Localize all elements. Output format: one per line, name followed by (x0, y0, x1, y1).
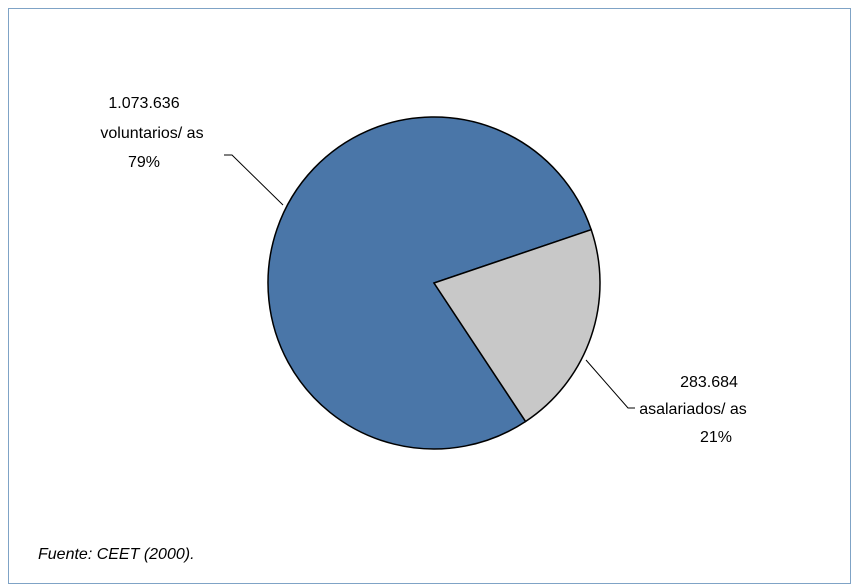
leader-line-asalariados (585, 359, 635, 409)
data-label-name-asalariados: asalariados/ as (639, 401, 747, 418)
source-note: Fuente: CEET (2000). (38, 546, 195, 563)
pie-slice-voluntarios (267, 116, 593, 450)
data-label-name-voluntarios: voluntarios/ as (100, 125, 203, 142)
leader-line-voluntarios (224, 154, 284, 206)
data-label-percent-voluntarios: 79% (128, 154, 160, 171)
pie-slice-asalariados (432, 228, 601, 423)
data-label-value-asalariados: 283.684 (680, 374, 738, 391)
data-label-value-voluntarios: 1.073.636 (108, 95, 179, 112)
pie-slices (267, 116, 601, 450)
data-label-percent-asalariados: 21% (700, 429, 732, 446)
